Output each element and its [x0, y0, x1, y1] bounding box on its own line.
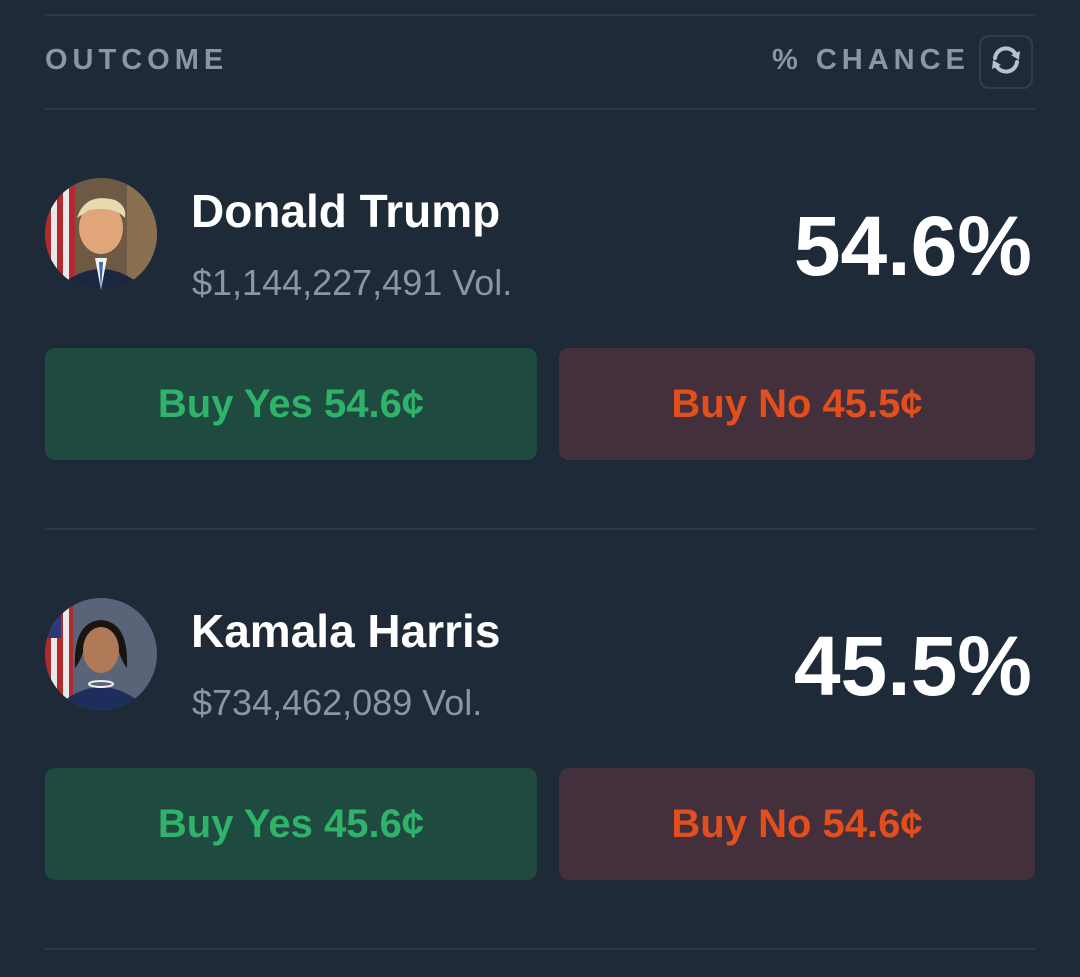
refresh-button[interactable]: [979, 35, 1033, 89]
outcome-row: Donald Trump $1,144,227,491 Vol. 54.6% B…: [0, 120, 1080, 540]
bottom-divider: [45, 948, 1035, 950]
outcome-chance: 45.5%: [793, 619, 1032, 713]
buy-yes-button[interactable]: Buy Yes 54.6¢: [45, 348, 537, 460]
outcome-chance: 54.6%: [793, 199, 1032, 293]
chance-column-header: % CHANCE: [772, 44, 970, 76]
header-divider: [45, 108, 1035, 110]
buy-no-button[interactable]: Buy No 45.5¢: [559, 348, 1035, 460]
outcome-divider: [45, 528, 1035, 530]
avatar: [45, 178, 157, 290]
buy-yes-button[interactable]: Buy Yes 45.6¢: [45, 768, 537, 880]
outcome-volume: $1,144,227,491 Vol.: [192, 262, 513, 303]
outcome-volume: $734,462,089 Vol.: [192, 682, 483, 723]
buy-no-button[interactable]: Buy No 54.6¢: [559, 768, 1035, 880]
top-divider: [45, 14, 1035, 16]
avatar: [45, 598, 157, 710]
outcome-row: Kamala Harris $734,462,089 Vol. 45.5% Bu…: [0, 540, 1080, 960]
outcome-name: Kamala Harris: [191, 605, 501, 657]
refresh-icon: [989, 45, 1023, 80]
outcome-name: Donald Trump: [191, 185, 501, 237]
outcome-column-header: OUTCOME: [45, 44, 229, 76]
